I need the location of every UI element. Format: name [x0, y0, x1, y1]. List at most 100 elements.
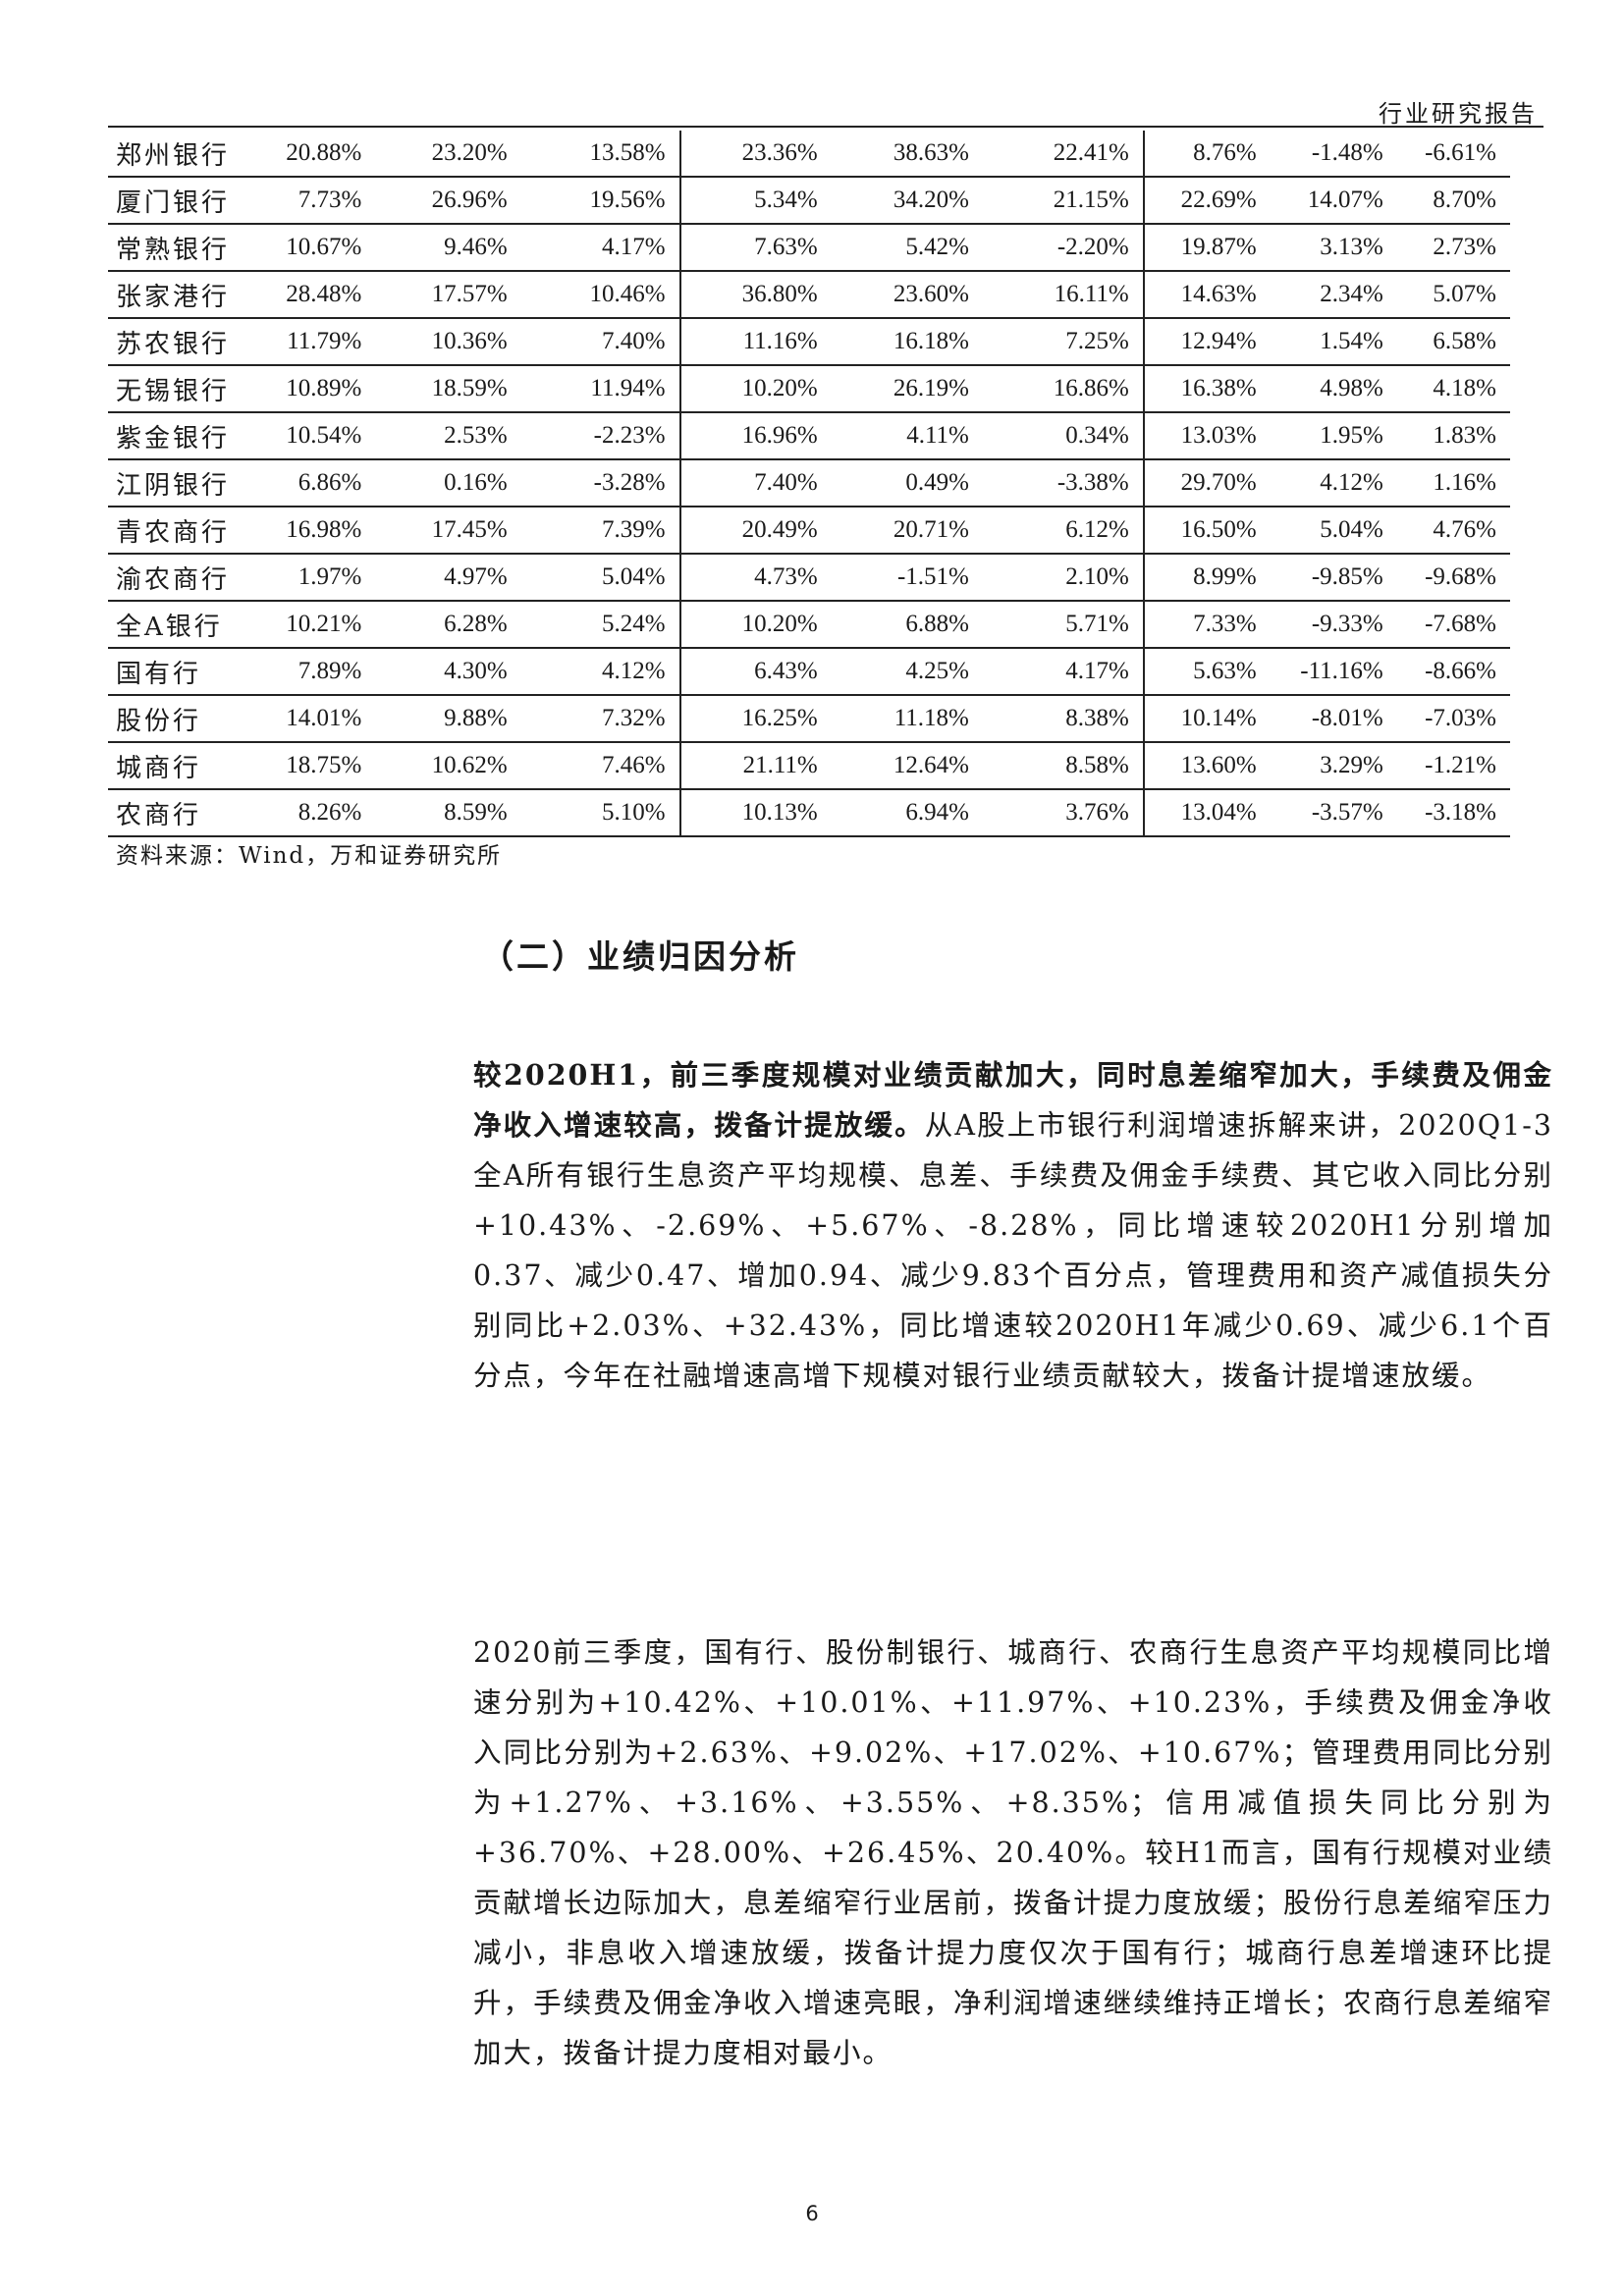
bank-name-cell: 紫金银行: [108, 412, 231, 460]
value-cell: 7.40%: [520, 318, 681, 366]
value-cell: 21.15%: [982, 177, 1145, 225]
value-cell: 11.18%: [831, 695, 983, 743]
bank-name-cell: 张家港行: [108, 271, 231, 319]
value-cell: 29.70%: [1143, 459, 1271, 507]
value-cell: 18.59%: [375, 365, 521, 413]
value-cell: 4.17%: [520, 224, 681, 272]
value-cell: 16.98%: [230, 507, 376, 555]
table-row: 城商行 18.75% 10.62% 7.46% 21.11% 12.64% 8.58% 13.…: [108, 742, 1510, 790]
value-cell: 26.19%: [831, 365, 983, 413]
value-cell: 6.86%: [230, 459, 376, 507]
value-cell: 4.12%: [1270, 459, 1397, 507]
value-cell: 5.71%: [982, 601, 1145, 649]
value-cell: 1.16%: [1396, 459, 1510, 507]
value-cell: 10.21%: [230, 601, 376, 649]
value-cell: 7.40%: [679, 459, 832, 507]
analysis-paragraph-2: 2020前三季度，国有行、股份制银行、城商行、农商行生息资产平均规模同比增速分别…: [473, 1636, 1553, 2069]
value-cell: 20.49%: [679, 507, 832, 555]
value-cell: 8.58%: [982, 742, 1145, 790]
value-cell: 7.39%: [520, 507, 681, 555]
value-cell: 4.25%: [831, 648, 983, 696]
value-cell: 8.59%: [375, 789, 521, 837]
value-cell: 19.56%: [520, 177, 681, 225]
value-cell: 8.38%: [982, 695, 1145, 743]
value-cell: 38.63%: [831, 131, 983, 178]
value-cell: 13.58%: [520, 131, 681, 178]
value-cell: -3.18%: [1396, 789, 1510, 837]
value-cell: -8.01%: [1270, 695, 1397, 743]
value-cell: 0.49%: [831, 459, 983, 507]
report-type-label: 行业研究报告: [1379, 100, 1538, 128]
bank-name-cell: 全A银行: [108, 601, 231, 649]
value-cell: 14.63%: [1143, 271, 1271, 319]
value-cell: -1.48%: [1270, 131, 1397, 178]
value-cell: 23.36%: [679, 131, 832, 178]
value-cell: 3.29%: [1270, 742, 1397, 790]
value-cell: 8.99%: [1143, 554, 1271, 602]
value-cell: -11.16%: [1270, 648, 1397, 696]
value-cell: 10.89%: [230, 365, 376, 413]
value-cell: 20.88%: [230, 131, 376, 178]
value-cell: 10.36%: [375, 318, 521, 366]
value-cell: 22.69%: [1143, 177, 1271, 225]
value-cell: 1.54%: [1270, 318, 1397, 366]
value-cell: 2.34%: [1270, 271, 1397, 319]
value-cell: 5.42%: [831, 224, 983, 272]
value-cell: 16.86%: [982, 365, 1145, 413]
value-cell: 10.46%: [520, 271, 681, 319]
value-cell: 26.96%: [375, 177, 521, 225]
table-row: 苏农银行 11.79% 10.36% 7.40% 11.16% 16.18% 7.25% 12…: [108, 318, 1510, 366]
value-cell: 9.46%: [375, 224, 521, 272]
table-row: 郑州银行 20.88% 23.20% 13.58% 23.36% 38.63% 22.41%…: [108, 131, 1510, 178]
value-cell: 3.76%: [982, 789, 1145, 837]
value-cell: 10.54%: [230, 412, 376, 460]
value-cell: 4.30%: [375, 648, 521, 696]
value-cell: -9.85%: [1270, 554, 1397, 602]
section-title: （二）业绩归因分析: [481, 937, 799, 976]
value-cell: 6.94%: [831, 789, 983, 837]
value-cell: 14.01%: [230, 695, 376, 743]
bank-name-cell: 城商行: [108, 742, 231, 790]
value-cell: -9.68%: [1396, 554, 1510, 602]
bank-name-cell: 厦门银行: [108, 177, 231, 225]
table-row: 渝农商行 1.97% 4.97% 5.04% 4.73% -1.51% 2.10% 8.99%…: [108, 554, 1510, 602]
value-cell: 16.18%: [831, 318, 983, 366]
table-row: 国有行 7.89% 4.30% 4.12% 6.43% 4.25% 4.17% 5.63% -1…: [108, 648, 1510, 696]
table-row: 厦门银行 7.73% 26.96% 19.56% 5.34% 34.20% 21.15% 22…: [108, 177, 1510, 225]
value-cell: 17.57%: [375, 271, 521, 319]
value-cell: 6.12%: [982, 507, 1145, 555]
bank-name-cell: 常熟银行: [108, 224, 231, 272]
value-cell: 10.67%: [230, 224, 376, 272]
value-cell: 12.64%: [831, 742, 983, 790]
source-note: 资料来源：Wind，万和证券研究所: [116, 843, 503, 869]
value-cell: 0.34%: [982, 412, 1145, 460]
value-cell: 19.87%: [1143, 224, 1271, 272]
value-cell: 16.11%: [982, 271, 1145, 319]
value-cell: 7.33%: [1143, 601, 1271, 649]
bank-growth-table: 郑州银行 20.88% 23.20% 13.58% 23.36% 38.63% 22.41%…: [108, 131, 1510, 837]
value-cell: 8.26%: [230, 789, 376, 837]
value-cell: 3.13%: [1270, 224, 1397, 272]
value-cell: 4.73%: [679, 554, 832, 602]
value-cell: -7.68%: [1396, 601, 1510, 649]
bank-name-cell: 无锡银行: [108, 365, 231, 413]
value-cell: 5.04%: [520, 554, 681, 602]
value-cell: 2.53%: [375, 412, 521, 460]
header-divider: [108, 126, 1543, 128]
value-cell: 8.76%: [1143, 131, 1271, 178]
table-row: 张家港行 28.48% 17.57% 10.46% 36.80% 23.60% 16.11%…: [108, 271, 1510, 319]
value-cell: 16.50%: [1143, 507, 1271, 555]
value-cell: 5.34%: [679, 177, 832, 225]
value-cell: 8.70%: [1396, 177, 1510, 225]
value-cell: 2.73%: [1396, 224, 1510, 272]
value-cell: -2.20%: [982, 224, 1145, 272]
bank-name-cell: 青农商行: [108, 507, 231, 555]
value-cell: -3.28%: [520, 459, 681, 507]
value-cell: 7.32%: [520, 695, 681, 743]
value-cell: 17.45%: [375, 507, 521, 555]
value-cell: -2.23%: [520, 412, 681, 460]
table-row: 股份行 14.01% 9.88% 7.32% 16.25% 11.18% 8.38% 10.1…: [108, 695, 1510, 743]
table-row: 青农商行 16.98% 17.45% 7.39% 20.49% 20.71% 6.12% 16…: [108, 507, 1510, 555]
value-cell: 7.63%: [679, 224, 832, 272]
value-cell: 4.97%: [375, 554, 521, 602]
